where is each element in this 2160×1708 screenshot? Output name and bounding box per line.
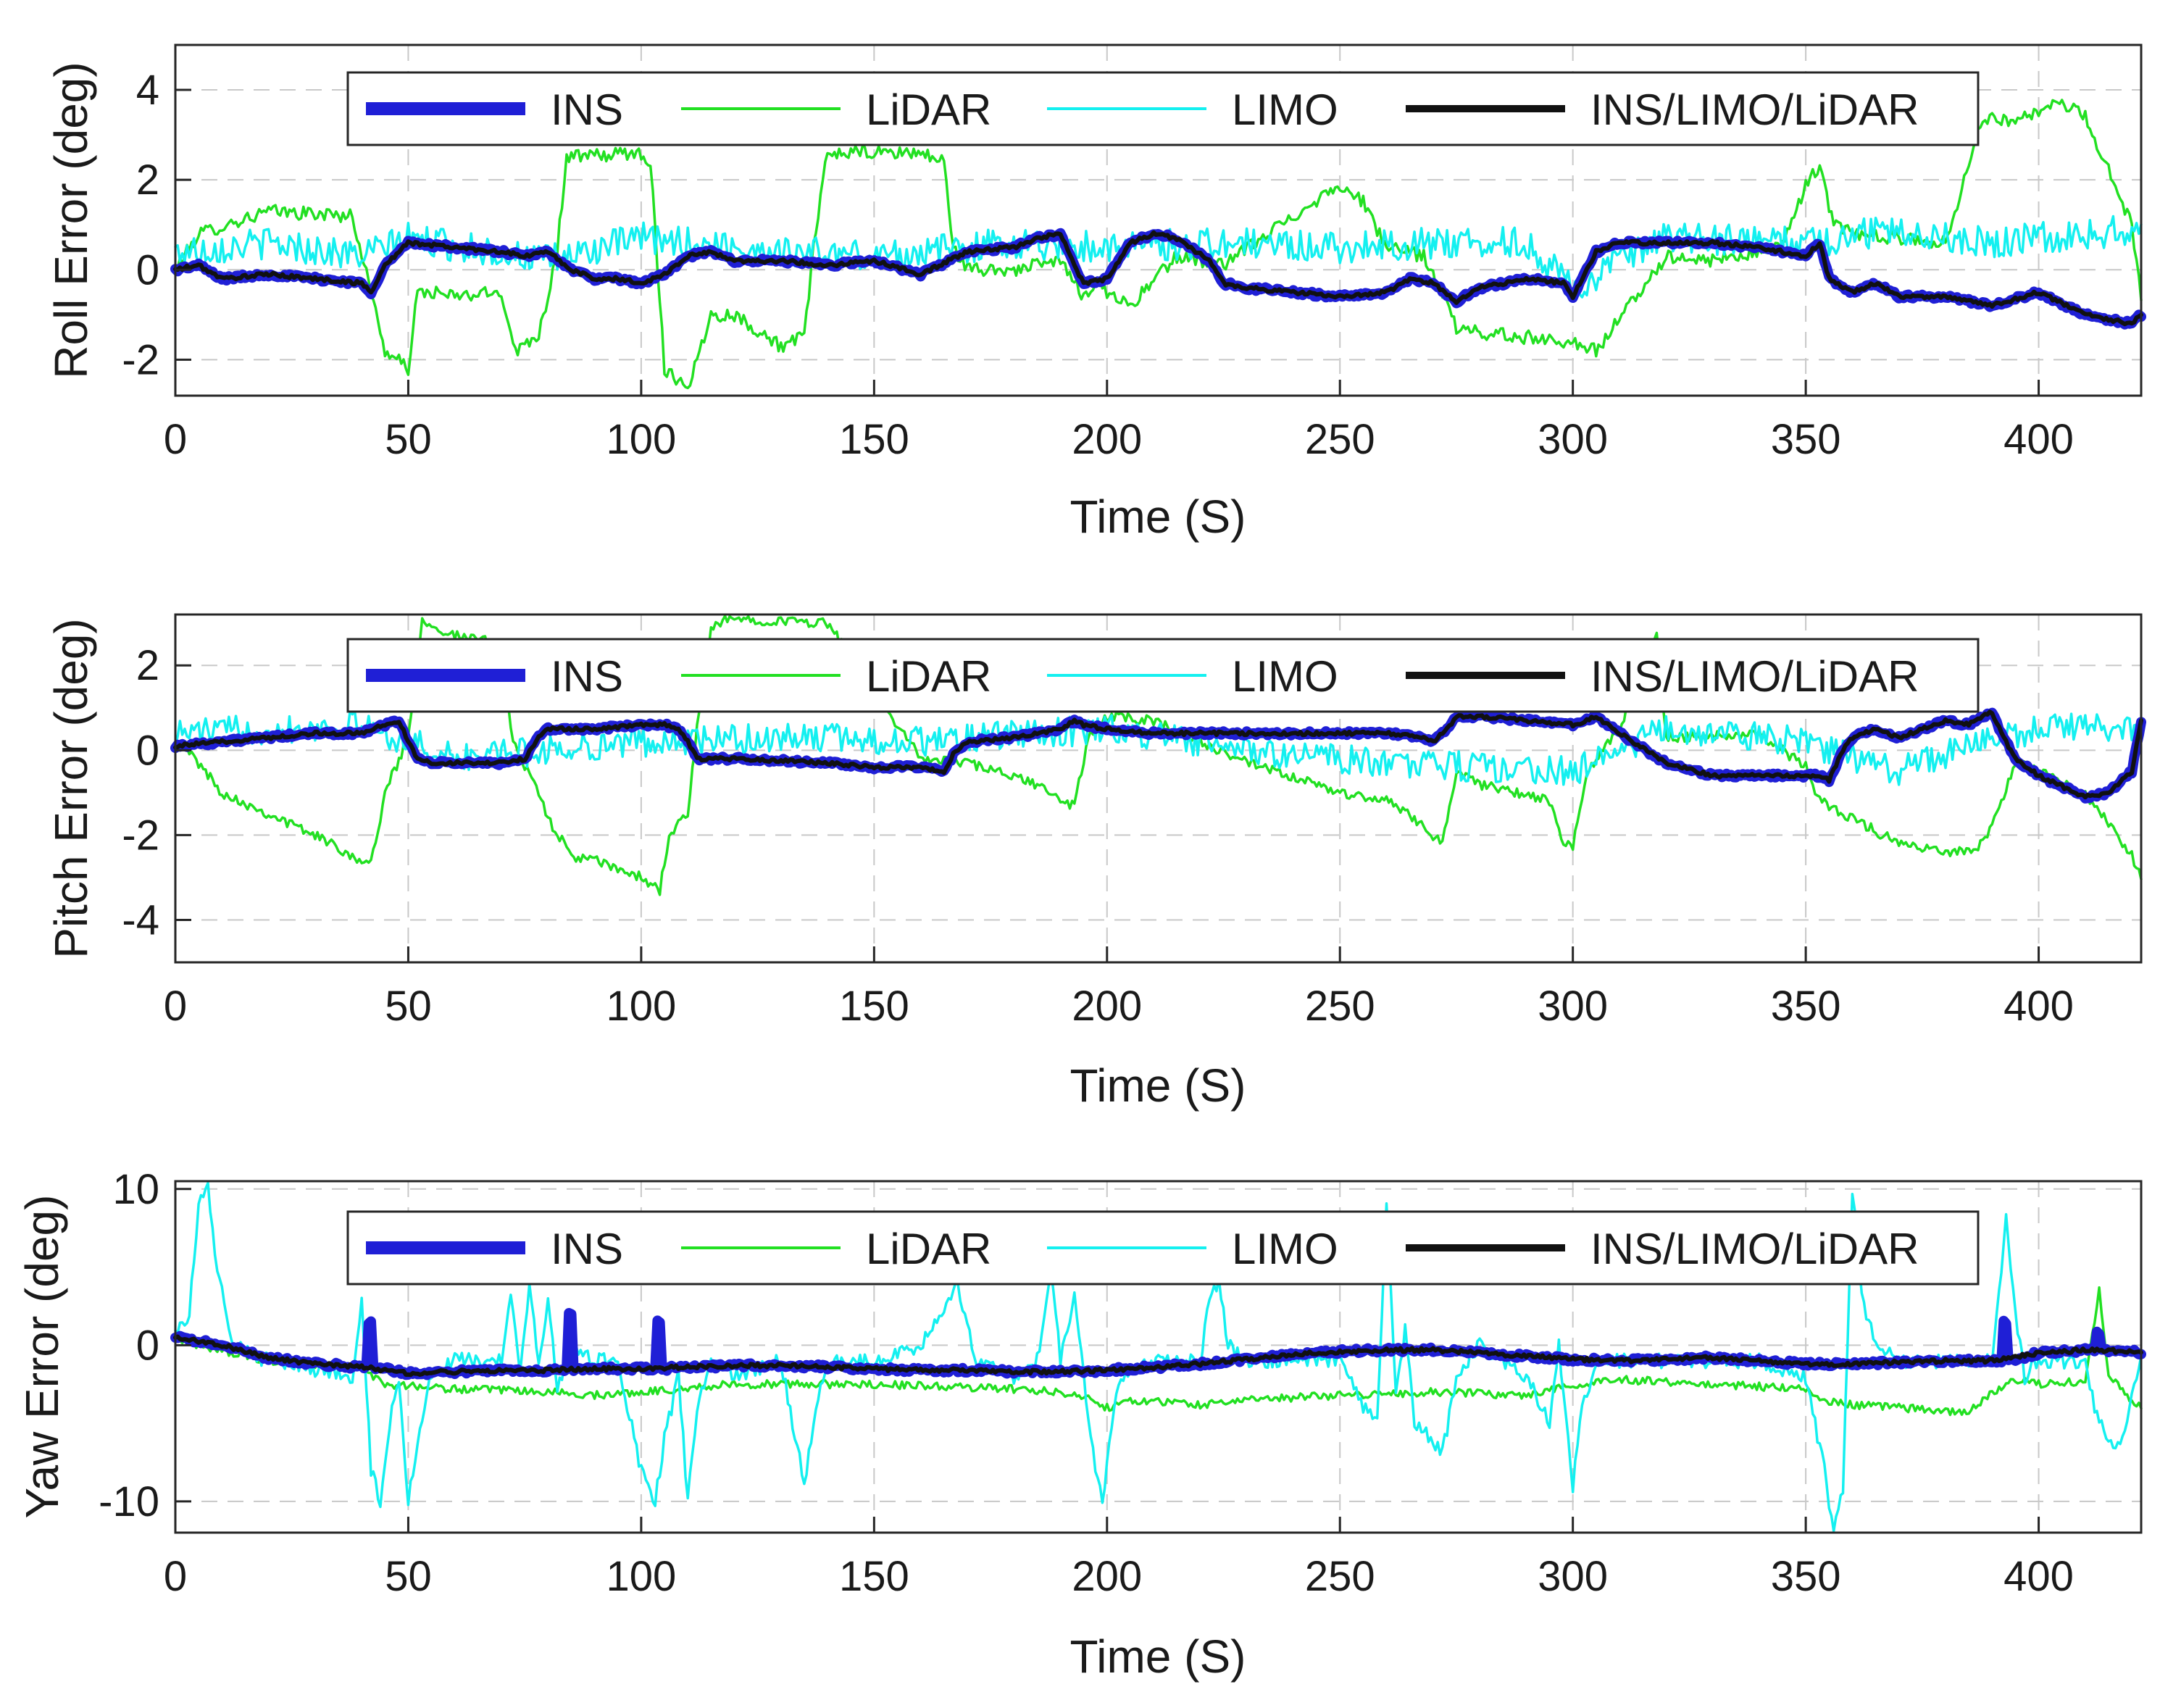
roll-xtick-label-5: 250 [1305,416,1375,463]
pitch-legend: INS LiDAR LIMO INS/LIMO/LiDAR [346,638,1980,713]
yaw-series-lidar [174,1286,2143,1417]
pitch-xtick-label-7: 350 [1771,983,1841,1030]
roll-series-lidar [174,99,2143,390]
pitch-ytick-label-1: -2 [122,812,159,859]
roll-xtick-label-3: 150 [839,416,909,463]
pitch-ytick-label-0: -4 [122,896,159,943]
yaw-xtick-label-3: 150 [839,1553,909,1600]
yaw-xtick-label-8: 400 [2003,1553,2074,1600]
yaw-series-ins-limo-lidar [173,1334,2143,1378]
roll-legend: INS LiDAR LIMO INS/LIMO/LiDAR [346,71,1980,146]
yaw-series-limo [174,1181,2143,1533]
roll-plot-frame [174,43,2143,397]
pitch-panel: 0 50 100 150 200 250 300 350 400-4-202 Time (S) … [45,613,2146,1112]
pitch-xtick-label-3: 150 [839,983,909,1030]
yaw-legend: INS LiDAR LIMO INS/LIMO/LiDAR [346,1210,1980,1286]
pitch-xtick-label-4: 200 [1072,983,1142,1030]
roll-legend-ins-label: INS [551,86,623,134]
yaw-plot-frame [174,1180,2143,1534]
pitch-ytick-label-2: 0 [136,727,159,774]
yaw-series-layer [170,1181,2146,1533]
pitch-legend-lidar-label: LiDAR [866,652,991,701]
pitch-xtick-label-0: 0 [164,983,187,1030]
yaw-ytick-label-1: 0 [136,1322,159,1369]
roll-ytick-label-2: 2 [136,157,159,204]
pitch-legend-limo-label: LIMO [1232,652,1338,701]
yaw-ylabel: Yaw Error (deg) [16,1195,68,1519]
pitch-xtick-label-5: 250 [1305,983,1375,1030]
pitch-series-ins-limo-lidar [173,709,2143,800]
pitch-ytick-label-3: 2 [136,642,159,689]
yaw-ytick-label-0: -10 [99,1478,159,1525]
yaw-ytick-label-2: 10 [112,1166,159,1213]
pitch-legend-ins-label: INS [551,652,623,701]
yaw-xtick-label-7: 350 [1771,1553,1841,1600]
yaw-legend-lidar-label: LiDAR [866,1225,991,1273]
pitch-xtick-label-8: 400 [2003,983,2074,1030]
roll-xtick-label-2: 100 [606,416,677,463]
roll-xtick-label-4: 200 [1072,416,1142,463]
roll-xtick-label-0: 0 [164,416,187,463]
yaw-xtick-label-1: 50 [385,1553,432,1600]
yaw-legend-ins-label: INS [551,1225,623,1273]
roll-xtick-label-6: 300 [1538,416,1608,463]
roll-ytick-label-3: 4 [136,67,159,114]
yaw-legend-limo-label: LIMO [1232,1225,1338,1273]
roll-series-layer [170,99,2146,390]
roll-series-ins-limo-lidar [173,230,2143,327]
pitch-legend-fused-label: INS/LIMO/LiDAR [1590,652,1919,701]
roll-xlabel: Time (S) [1070,491,1246,543]
pitch-ylabel: Pitch Error (deg) [45,618,97,958]
yaw-xlabel: Time (S) [1070,1630,1246,1683]
yaw-xtick-label-5: 250 [1305,1553,1375,1600]
pitch-xtick-label-2: 100 [606,983,677,1030]
roll-xtick-label-8: 400 [2003,416,2074,463]
roll-xtick-label-7: 350 [1771,416,1841,463]
pitch-ticks: 0 50 100 150 200 250 300 350 400 -4 -2 0 2 [122,642,2074,1030]
pitch-plot-frame [174,613,2143,964]
roll-ylabel: Roll Error (deg) [45,62,97,378]
roll-legend-fused-label: INS/LIMO/LiDAR [1590,86,1919,134]
roll-xtick-label-1: 50 [385,416,432,463]
yaw-xtick-label-6: 300 [1538,1553,1608,1600]
yaw-xtick-label-0: 0 [164,1553,187,1600]
roll-ytick-label-0: -2 [122,336,159,383]
pitch-xlabel: Time (S) [1070,1059,1246,1112]
pitch-xtick-label-6: 300 [1538,983,1608,1030]
roll-legend-limo-label: LIMO [1232,86,1338,134]
yaw-xtick-label-4: 200 [1072,1553,1142,1600]
roll-ytick-label-1: 0 [136,246,159,293]
pitch-xtick-label-1: 50 [385,983,432,1030]
roll-legend-lidar-label: LiDAR [866,86,991,134]
yaw-xtick-label-2: 100 [606,1553,677,1600]
yaw-legend-fused-label: INS/LIMO/LiDAR [1590,1225,1919,1273]
